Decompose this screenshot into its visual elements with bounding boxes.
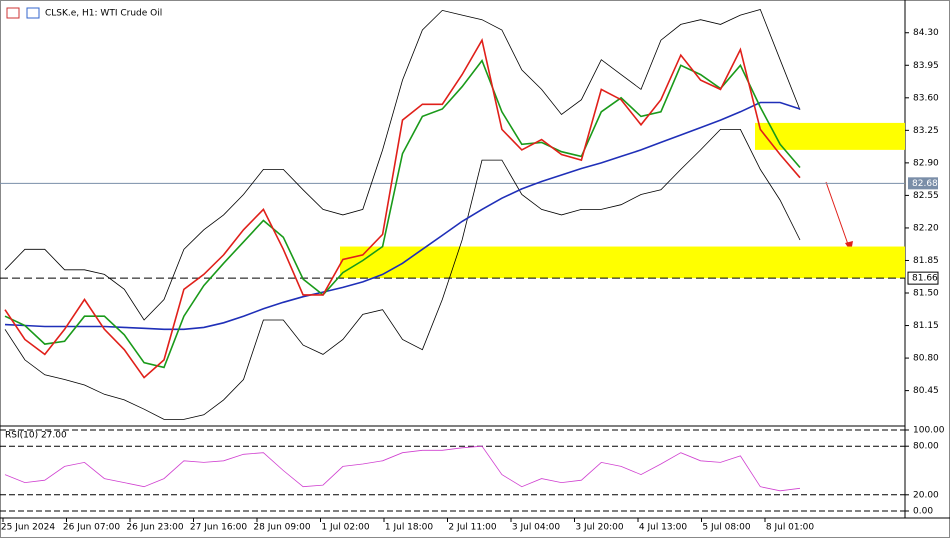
y-tick-label: 80.00 [913,442,939,452]
y-tick-label: 20.00 [913,490,939,500]
x-tick-label: 28 Jun 09:00 [253,523,310,533]
chart-title: CLSK.e, H1: WTI Crude Oil [45,9,162,19]
y-tick-label: 83.60 [913,93,939,103]
y-tick-label: 83.25 [913,126,939,136]
y-tick-label: 81.50 [913,289,939,299]
y-tick-label: 83.95 [913,61,939,71]
price-label-box [908,177,938,190]
y-tick-label: 82.55 [913,191,939,201]
y-tick-label: 100.00 [913,426,945,436]
price-label-box [907,271,939,285]
y-tick-label: 81.85 [913,256,939,266]
x-tick-label: 5 Jul 08:00 [702,523,751,533]
series-line [4,101,801,331]
arrow [825,181,851,251]
y-tick-label: 80.80 [913,354,939,364]
x-tick-label: 25 Jun 2024 [1,523,55,533]
series-line [4,445,801,492]
y-tick-label: 82.90 [913,158,939,168]
icon [6,7,20,19]
series-line [4,58,801,369]
x-tick-label: 1 Jul 02:00 [321,523,370,533]
x-tick-label: 27 Jun 16:00 [190,523,247,533]
x-tick-label: 26 Jun 23:00 [126,523,183,533]
zone [340,246,905,279]
y-tick-label: 84.30 [913,28,939,38]
y-tick-label: 0.00 [913,507,933,517]
series-line [4,9,801,321]
y-tick-label: 80.45 [913,386,939,396]
x-tick-label: 3 Jul 20:00 [575,523,624,533]
x-tick-label: 8 Jul 01:00 [766,523,815,533]
x-tick-label: 2 Jul 11:00 [448,523,497,533]
rsi-title: RSI(10) 27.00 [5,431,67,441]
y-tick-label: 81.15 [913,321,939,331]
price-label: 81.66 [912,274,938,284]
series-line [4,129,801,420]
x-tick-label: 4 Jul 13:00 [639,523,688,533]
x-tick-label: 1 Jul 18:00 [385,523,434,533]
y-tick-label: 82.20 [913,223,939,233]
x-tick-label: 26 Jun 07:00 [63,523,120,533]
icon [26,7,40,19]
x-tick-label: 3 Jul 04:00 [512,523,561,533]
price-label: 82.68 [912,179,938,189]
zone [755,122,905,150]
toolbar-icons [6,7,40,19]
series-line [4,38,801,379]
